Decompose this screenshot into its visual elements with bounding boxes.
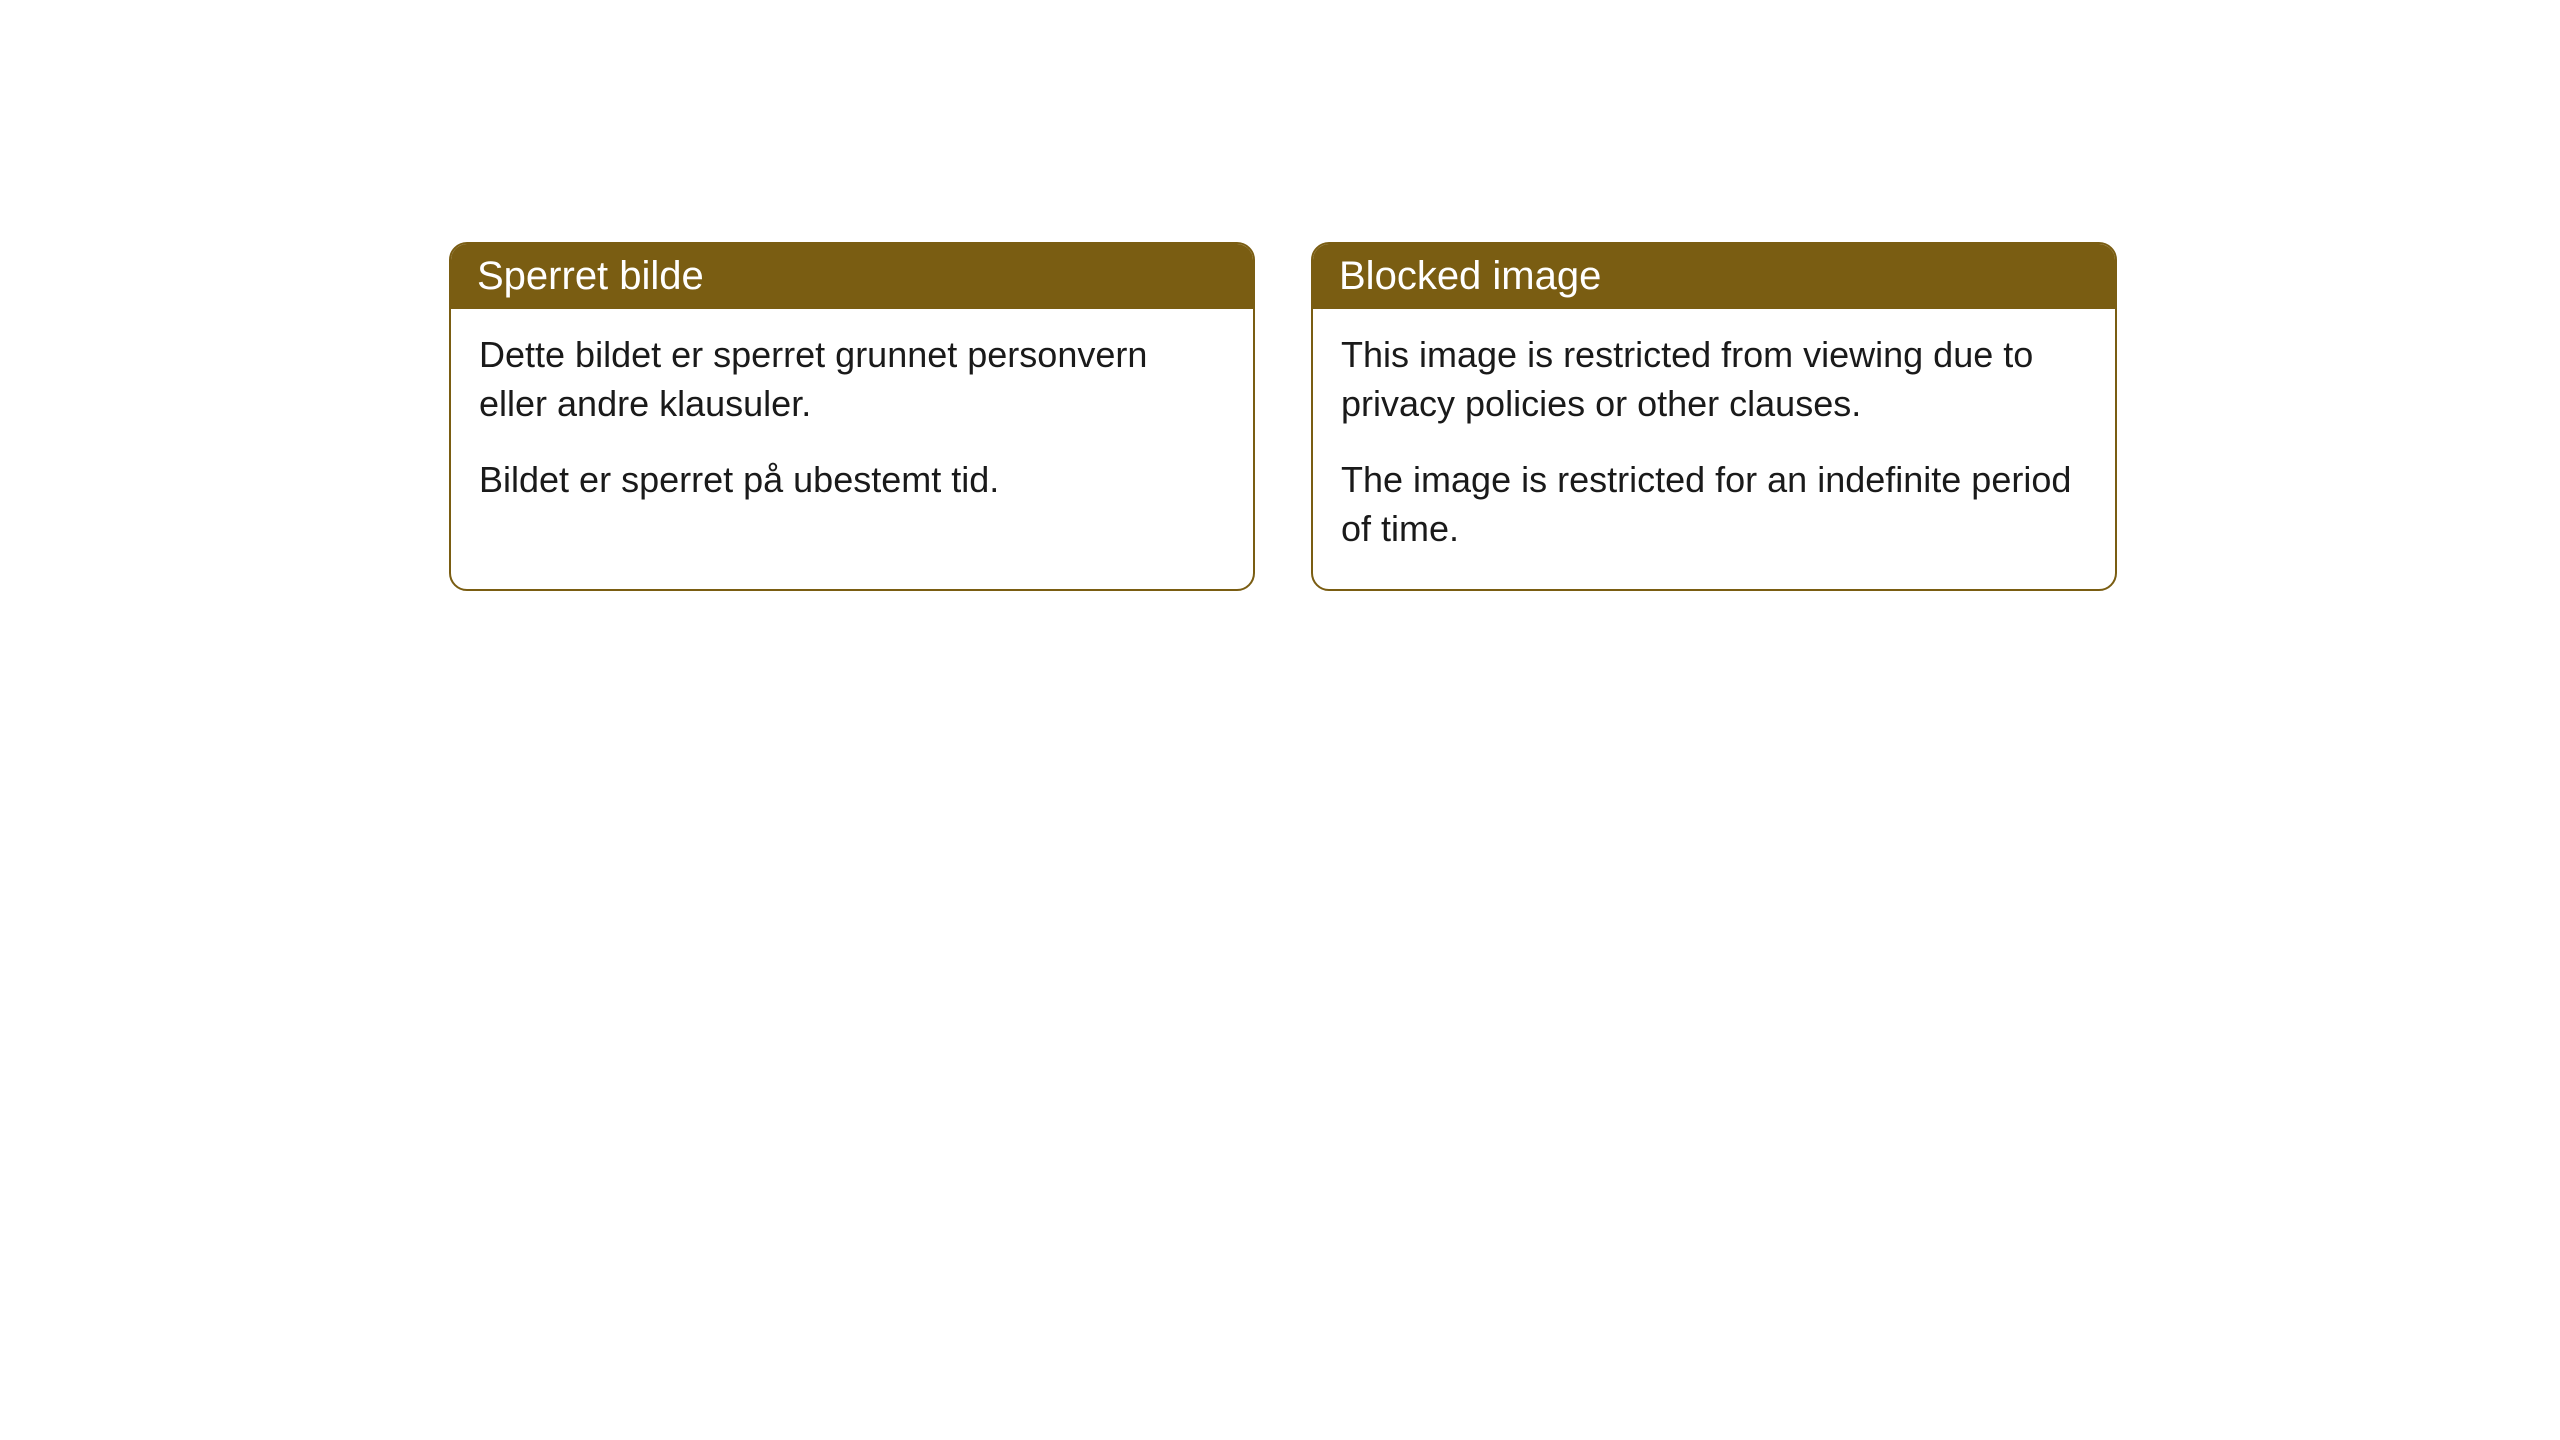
cards-container: Sperret bilde Dette bildet er sperret gr…: [449, 242, 2117, 591]
card-paragraph: Dette bildet er sperret grunnet personve…: [479, 331, 1225, 428]
blocked-image-card-norwegian: Sperret bilde Dette bildet er sperret gr…: [449, 242, 1255, 591]
card-header: Sperret bilde: [451, 244, 1253, 309]
card-body: Dette bildet er sperret grunnet personve…: [451, 309, 1253, 541]
card-title: Blocked image: [1339, 254, 1601, 298]
card-paragraph: Bildet er sperret på ubestemt tid.: [479, 456, 1225, 505]
card-paragraph: The image is restricted for an indefinit…: [1341, 456, 2087, 553]
card-title: Sperret bilde: [477, 254, 704, 298]
card-body: This image is restricted from viewing du…: [1313, 309, 2115, 589]
card-paragraph: This image is restricted from viewing du…: [1341, 331, 2087, 428]
card-header: Blocked image: [1313, 244, 2115, 309]
blocked-image-card-english: Blocked image This image is restricted f…: [1311, 242, 2117, 591]
